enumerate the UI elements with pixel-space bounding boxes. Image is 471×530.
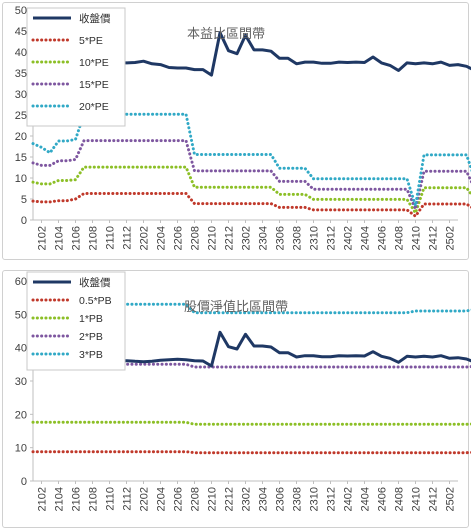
x-tick-label: 2210 — [207, 487, 219, 511]
x-tick-label: 2202 — [139, 487, 151, 511]
y-tick-label: 50 — [15, 5, 27, 17]
x-tick-label: 2304 — [258, 487, 270, 511]
x-tick-label: 2112 — [122, 226, 134, 250]
x-tick-label: 2404 — [360, 226, 372, 250]
legend: 收盤價 0.5*PB 1*PB 2*PB 3*PB — [26, 271, 126, 371]
x-tick-label: 2408 — [394, 226, 406, 250]
y-tick-label: 40 — [15, 47, 27, 59]
x-tick-label: 2104 — [54, 226, 66, 250]
y-tick-label: 35 — [15, 68, 27, 80]
x-tick-label: 2310 — [309, 226, 321, 250]
pb-band-chart: 0 10 20 30 40 50 60 2102 2104 2106 2108 2110 2112 220… — [0, 268, 471, 530]
x-tick-label: 2204 — [156, 226, 168, 250]
pb-band-plot: 0 10 20 30 40 50 60 2102 2104 2106 2108 2110 2112 220… — [15, 271, 471, 511]
series-line-1 — [31, 192, 471, 219]
x-tick-label: 2308 — [292, 226, 304, 250]
y-tick-label: 40 — [15, 343, 27, 355]
x-tick-label: 2402 — [343, 226, 355, 250]
band-annotation: 股價淨值比區間帶 — [184, 299, 288, 314]
series-line-2 — [31, 420, 471, 426]
x-tick-label: 2408 — [394, 487, 406, 511]
x-tick-label: 2410 — [411, 487, 423, 511]
y-tick-label: 20 — [15, 131, 27, 143]
x-tick-label: 2502 — [445, 487, 457, 511]
legend-label-0: 收盤價 — [79, 12, 111, 25]
series-line-1 — [31, 450, 471, 455]
y-tick-label: 20 — [15, 409, 27, 421]
x-tick-label: 2304 — [258, 226, 270, 250]
x-tick-label: 2402 — [343, 487, 355, 511]
x-tick-label: 2110 — [105, 226, 117, 250]
y-tick-label: 25 — [15, 110, 27, 122]
legend-label-2: 10*PE — [79, 57, 109, 69]
legend-label-4: 3*PB — [79, 349, 103, 361]
legend-label-3: 2*PB — [79, 331, 103, 343]
x-tick-label: 2302 — [241, 487, 253, 511]
x-tick-label: 2502 — [445, 226, 457, 250]
legend-label-2: 1*PB — [79, 313, 103, 325]
y-tick-label: 0 — [21, 215, 27, 227]
y-tick-label: 0 — [21, 476, 27, 488]
x-tick-label: 2212 — [224, 487, 236, 511]
legend-label-3: 15*PE — [79, 79, 109, 91]
x-tick-label: 2208 — [190, 487, 202, 511]
y-tick-label: 10 — [15, 173, 27, 185]
y-tick-label: 45 — [15, 26, 27, 38]
x-tick-label: 2312 — [326, 226, 338, 250]
x-tick-label: 2206 — [173, 226, 185, 250]
y-tick-label: 60 — [15, 276, 27, 288]
legend-label-1: 0.5*PB — [79, 295, 112, 307]
y-tick-label: 30 — [15, 89, 27, 101]
x-tick-label: 2106 — [71, 226, 83, 250]
y-tick-label: 15 — [15, 152, 27, 164]
x-tick-label: 2110 — [105, 487, 117, 511]
x-tick-label: 2208 — [190, 226, 202, 250]
band-annotation: 本益比區間帶 — [187, 26, 265, 41]
x-tick-label: 2108 — [88, 487, 100, 511]
x-tick-label: 2210 — [207, 226, 219, 250]
x-tick-label: 2306 — [275, 487, 287, 511]
x-tick-label: 2406 — [377, 226, 389, 250]
x-tick-label: 2102 — [37, 226, 49, 250]
x-tick-label: 2310 — [309, 487, 321, 511]
legend-label-1: 5*PE — [79, 35, 103, 47]
x-tick-label: 2410 — [411, 226, 423, 250]
legend-label-0: 收盤價 — [79, 276, 111, 289]
x-tick-label: 2204 — [156, 487, 168, 511]
series-line-3 — [31, 139, 471, 214]
x-tick-label: 2206 — [173, 487, 185, 511]
x-tick-label: 2104 — [54, 487, 66, 511]
x-tick-label: 2312 — [326, 487, 338, 511]
x-tick-label: 2202 — [139, 226, 151, 250]
x-tick-label: 2108 — [88, 226, 100, 250]
y-tick-label: 50 — [15, 309, 27, 321]
pe-band-plot: 0 5 10 15 20 25 30 35 40 45 50 2102 2104 2106 2108 2110… — [15, 5, 471, 250]
x-tick-label: 2308 — [292, 487, 304, 511]
x-tick-label: 2306 — [275, 226, 287, 250]
series-line-4 — [31, 112, 471, 207]
x-tick-label: 2112 — [122, 487, 134, 511]
x-tick-label: 2302 — [241, 226, 253, 250]
legend-label-4: 20*PE — [79, 101, 109, 113]
x-tick-label: 2106 — [71, 487, 83, 511]
x-tick-label: 2412 — [428, 487, 440, 511]
x-tick-label: 2212 — [224, 226, 236, 250]
y-tick-label: 30 — [15, 376, 27, 388]
x-tick-label: 2412 — [428, 226, 440, 250]
x-tick-label: 2406 — [377, 487, 389, 511]
legend: 收盤價 5*PE 10*PE 15*PE 20*PE — [26, 7, 126, 127]
pe-band-chart: 0 5 10 15 20 25 30 35 40 45 50 2102 2104 2106 2108 2110… — [0, 0, 471, 262]
x-tick-label: 2404 — [360, 487, 372, 511]
legend-box — [26, 271, 126, 371]
y-tick-label: 10 — [15, 443, 27, 455]
y-tick-label: 5 — [21, 194, 27, 206]
x-tick-label: 2102 — [37, 487, 49, 511]
legend-box — [26, 7, 126, 127]
